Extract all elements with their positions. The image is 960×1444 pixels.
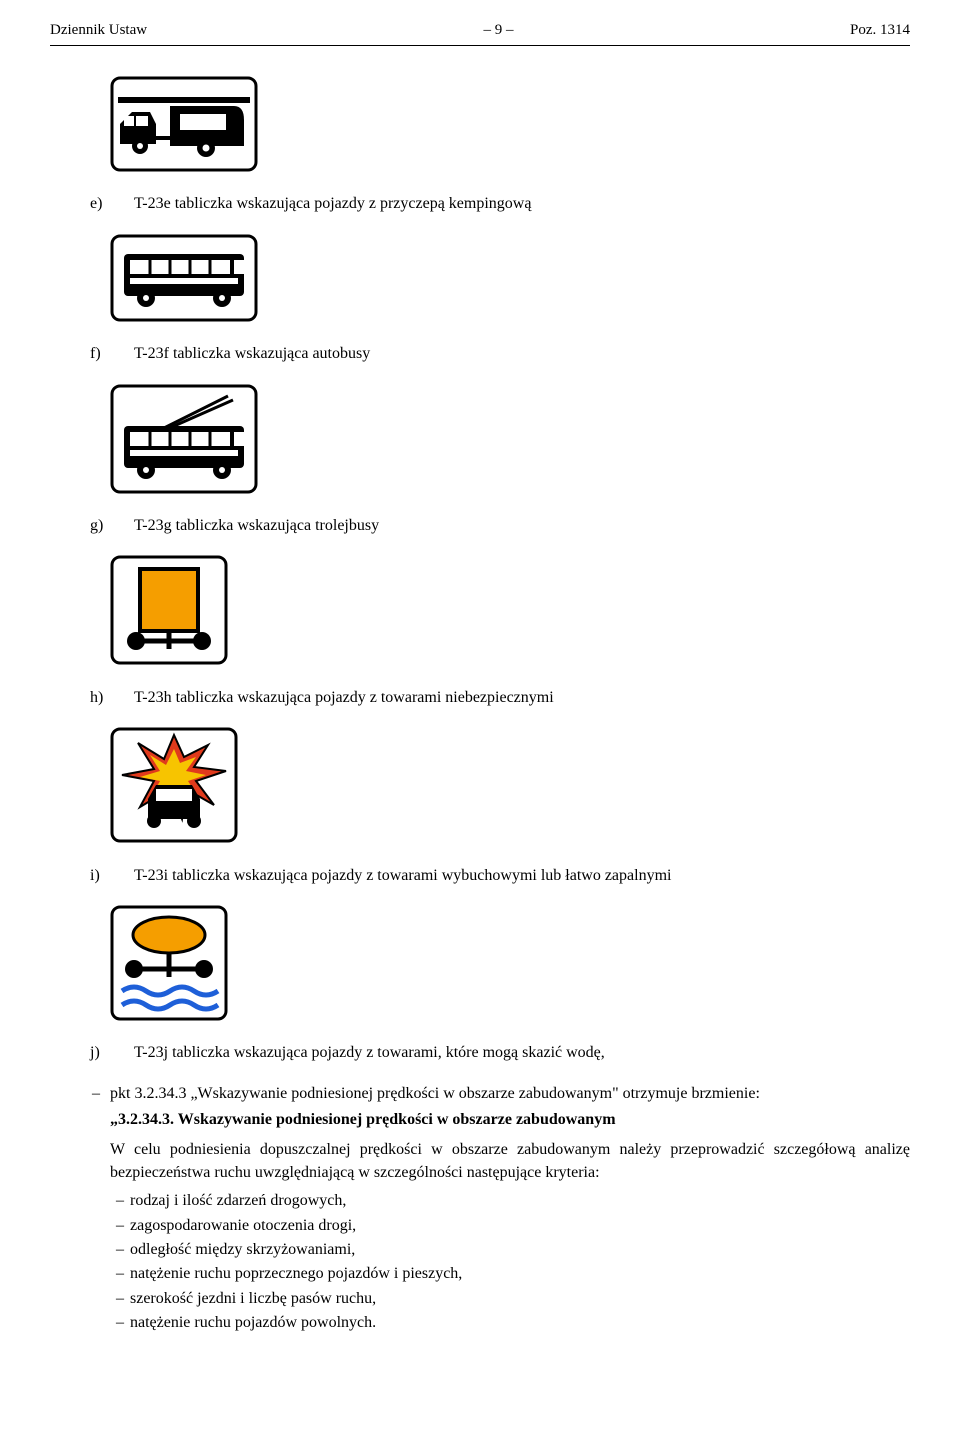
list-letter: f) [90, 343, 110, 365]
header-left: Dziennik Ustaw [50, 20, 147, 41]
section-body: W celu podniesienia dopuszczalnej prędko… [110, 1139, 910, 1184]
list-text: odległość między skrzyżowaniami, [130, 1239, 355, 1261]
dash: – [92, 1083, 110, 1105]
trolleybus-sign-icon [110, 384, 910, 501]
sign-caption: T-23e tabliczka wskazująca pojazdy z prz… [134, 193, 531, 215]
list-item: – natężenie ruchu pojazdów powolnych. [110, 1312, 910, 1334]
dash: – [110, 1190, 130, 1212]
list-text: zagospodarowanie otoczenia drogi, [130, 1215, 356, 1237]
sign-block-e: e) T-23e tabliczka wskazująca pojazdy z … [110, 76, 910, 216]
header-center: – 9 – [484, 20, 514, 41]
list-item: – odległość między skrzyżowaniami, [110, 1239, 910, 1261]
dash: – [110, 1312, 130, 1334]
sign-block-i: i) T-23i tabliczka wskazująca pojazdy z … [110, 727, 910, 887]
criteria-list: – rodzaj i ilość zdarzeń drogowych, – za… [110, 1190, 910, 1334]
amendment-line: – pkt 3.2.34.3 „Wskazywanie podniesionej… [92, 1083, 910, 1105]
dash: – [110, 1288, 130, 1310]
caravan-sign-icon [110, 76, 910, 179]
list-letter: h) [90, 687, 110, 709]
dash: – [110, 1239, 130, 1261]
list-letter: i) [90, 865, 110, 887]
sign-caption: T-23f tabliczka wskazująca autobusy [134, 343, 370, 365]
water-contamination-sign-icon [110, 905, 910, 1028]
list-text: natężenie ruchu pojazdów powolnych. [130, 1312, 376, 1334]
dash: – [110, 1215, 130, 1237]
list-item: – natężenie ruchu poprzecznego pojazdów … [110, 1263, 910, 1285]
sign-caption: T-23i tabliczka wskazująca pojazdy z tow… [134, 865, 671, 887]
list-text: natężenie ruchu poprzecznego pojazdów i … [130, 1263, 462, 1285]
list-item: – zagospodarowanie otoczenia drogi, [110, 1215, 910, 1237]
header-right: Poz. 1314 [850, 20, 910, 41]
list-item: – rodzaj i ilość zdarzeń drogowych, [110, 1190, 910, 1212]
sign-caption: T-23g tabliczka wskazująca trolejbusy [134, 515, 379, 537]
amendment-text: pkt 3.2.34.3 „Wskazywanie podniesionej p… [110, 1083, 760, 1105]
bus-sign-icon [110, 234, 910, 329]
list-letter: g) [90, 515, 110, 537]
dangerous-goods-sign-icon [110, 555, 910, 672]
dash: – [110, 1263, 130, 1285]
sign-block-h: h) T-23h tabliczka wskazująca pojazdy z … [110, 555, 910, 709]
sign-caption: T-23h tabliczka wskazująca pojazdy z tow… [134, 687, 554, 709]
page-header: Dziennik Ustaw – 9 – Poz. 1314 [50, 20, 910, 46]
explosive-goods-sign-icon [110, 727, 910, 850]
list-letter: j) [90, 1042, 110, 1064]
list-item: – szerokość jezdni i liczbę pasów ruchu, [110, 1288, 910, 1310]
sign-block-j: j) T-23j tabliczka wskazująca pojazdy z … [110, 905, 910, 1065]
sign-block-g: g) T-23g tabliczka wskazująca trolejbusy [110, 384, 910, 538]
list-letter: e) [90, 193, 110, 215]
list-text: rodzaj i ilość zdarzeń drogowych, [130, 1190, 346, 1212]
list-text: szerokość jezdni i liczbę pasów ruchu, [130, 1288, 376, 1310]
sign-block-f: f) T-23f tabliczka wskazująca autobusy [110, 234, 910, 366]
section-title: „3.2.34.3. Wskazywanie podniesionej pręd… [110, 1109, 910, 1131]
sign-caption: T-23j tabliczka wskazująca pojazdy z tow… [134, 1042, 605, 1064]
